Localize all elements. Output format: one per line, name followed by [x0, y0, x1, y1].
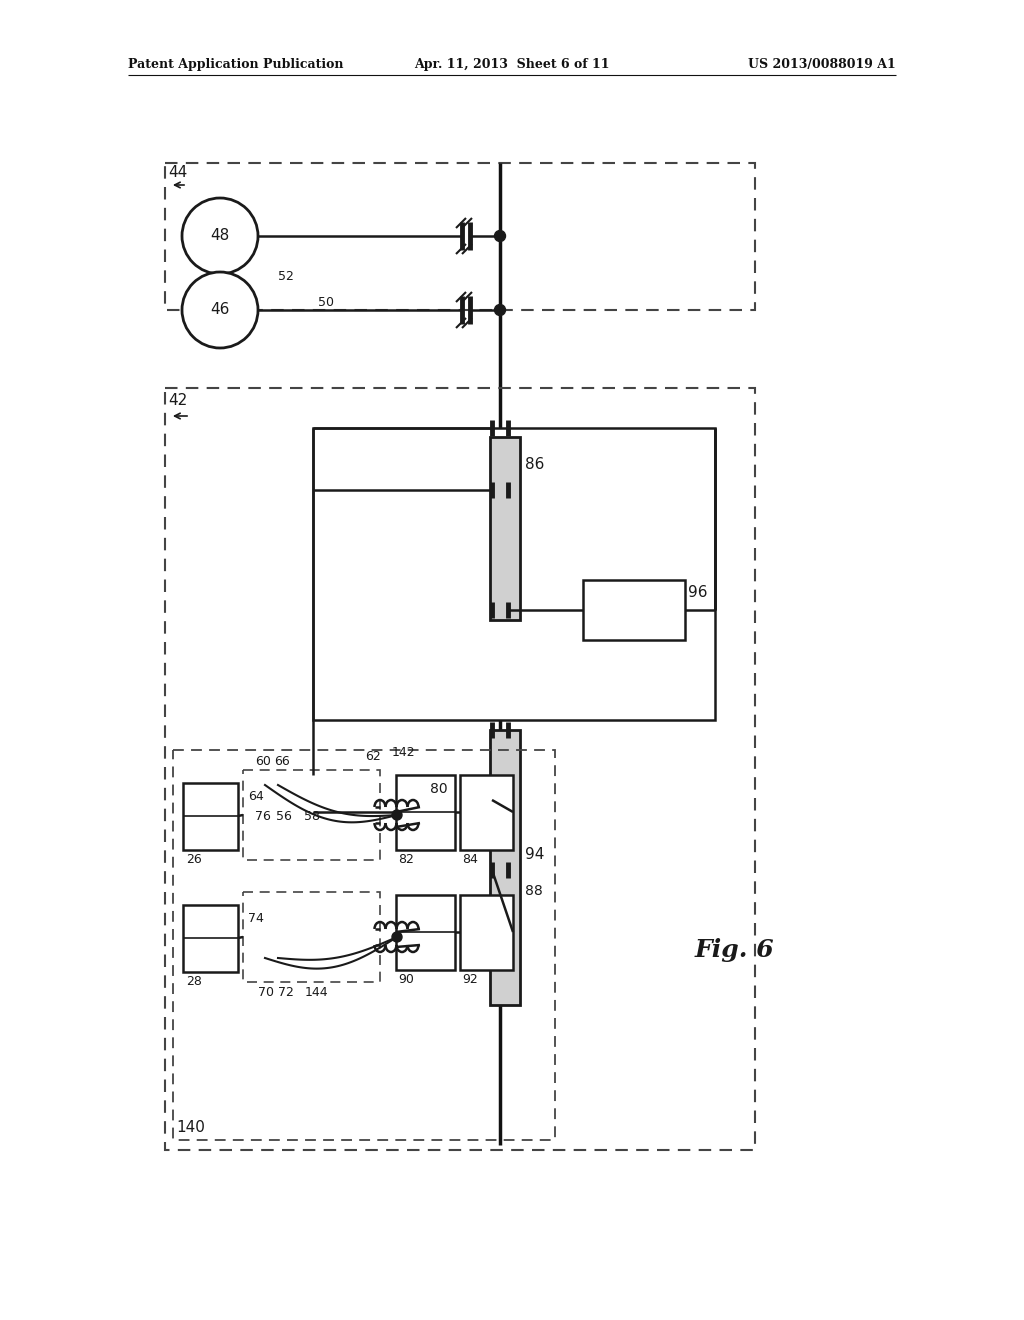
Text: 92: 92: [462, 973, 478, 986]
Polygon shape: [396, 895, 455, 970]
Text: 96: 96: [688, 585, 708, 601]
Text: 70: 70: [258, 986, 274, 999]
Polygon shape: [460, 895, 513, 970]
Text: 84: 84: [462, 853, 478, 866]
Circle shape: [392, 810, 402, 820]
Text: 50: 50: [318, 296, 334, 309]
Text: 52: 52: [278, 271, 294, 282]
Text: 94: 94: [525, 847, 545, 862]
Text: 56: 56: [276, 810, 292, 822]
Text: 140: 140: [176, 1119, 205, 1135]
Text: 48: 48: [210, 228, 229, 243]
Text: 28: 28: [186, 975, 202, 987]
Text: 90: 90: [398, 973, 414, 986]
Text: 142: 142: [392, 746, 416, 759]
Text: 88: 88: [525, 884, 543, 898]
Text: 44: 44: [168, 165, 187, 180]
Polygon shape: [460, 775, 513, 850]
Text: Fig. 6: Fig. 6: [695, 939, 774, 962]
Polygon shape: [583, 579, 685, 640]
Polygon shape: [313, 428, 715, 719]
Text: 144: 144: [305, 986, 329, 999]
Text: US 2013/0088019 A1: US 2013/0088019 A1: [749, 58, 896, 71]
Text: 76: 76: [255, 810, 271, 822]
Text: 42: 42: [168, 393, 187, 408]
Circle shape: [392, 932, 402, 942]
Polygon shape: [183, 783, 238, 850]
Text: 62: 62: [365, 750, 381, 763]
Text: 60: 60: [255, 755, 271, 768]
Polygon shape: [183, 906, 238, 972]
Circle shape: [495, 305, 506, 315]
Text: 74: 74: [248, 912, 264, 925]
Text: 82: 82: [398, 853, 414, 866]
Text: 86: 86: [525, 457, 545, 473]
Text: 72: 72: [278, 986, 294, 999]
Text: 66: 66: [274, 755, 290, 768]
Text: 64: 64: [248, 789, 264, 803]
Text: Apr. 11, 2013  Sheet 6 of 11: Apr. 11, 2013 Sheet 6 of 11: [415, 58, 609, 71]
Polygon shape: [490, 437, 520, 620]
Polygon shape: [490, 730, 520, 1005]
Circle shape: [182, 198, 258, 275]
Text: 46: 46: [210, 302, 229, 318]
Circle shape: [182, 272, 258, 348]
Text: Patent Application Publication: Patent Application Publication: [128, 58, 343, 71]
Circle shape: [495, 231, 506, 242]
Polygon shape: [396, 775, 455, 850]
Text: 26: 26: [186, 853, 202, 866]
Text: 58: 58: [304, 810, 319, 822]
Text: 80: 80: [430, 781, 447, 796]
